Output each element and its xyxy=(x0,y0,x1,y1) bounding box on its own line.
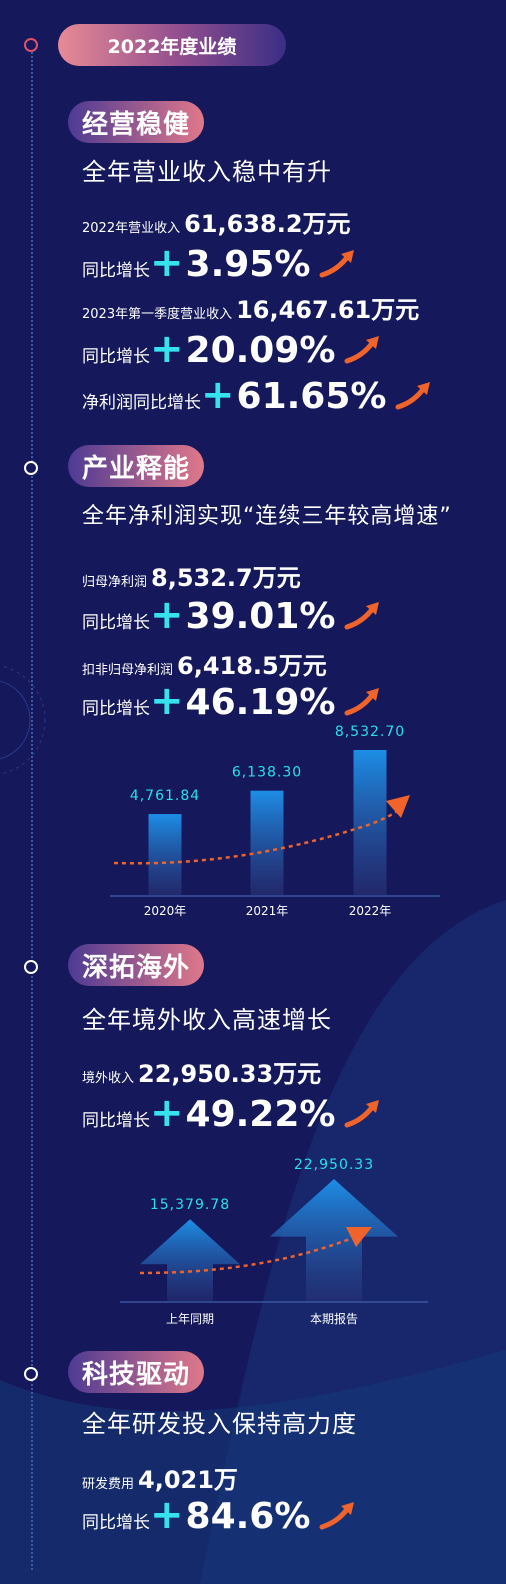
bar xyxy=(250,790,284,895)
net-profit-bar-chart: 4,761.84 2020年 6,138.30 2021年 8,532.70 2022年 xyxy=(110,725,440,918)
net-profit-growth-row: 净利润同比增长 + 61.65% xyxy=(82,372,434,418)
bar-value-label: 4,761.84 xyxy=(130,788,200,804)
growth-arrow-icon xyxy=(344,336,380,364)
page-title: 2022年度业绩 xyxy=(58,24,286,66)
yoy-label: 同比增长 xyxy=(82,1111,150,1131)
timeline-node xyxy=(24,461,38,475)
rd-value: 4,021万 xyxy=(138,1466,238,1494)
bar-value-label: 8,532.70 xyxy=(335,725,405,740)
overseas-value: 22,950.33万元 xyxy=(138,1060,322,1088)
section-title-tech: 科技驱动 xyxy=(68,1351,205,1393)
net-profit-value: 8,532.7万元 xyxy=(151,564,301,592)
plus-sign: + xyxy=(150,1090,184,1136)
overseas-arrow-chart: 15,379.78 上年同期 22,950.33 本期报告 xyxy=(120,1157,428,1326)
yoy-label: 同比增长 xyxy=(82,699,150,719)
section-subtitle: 全年净利润实现“连续三年较高增速” xyxy=(82,504,452,529)
section-subtitle: 全年研发投入保持高力度 xyxy=(82,1410,357,1438)
growth-value: 84.6% xyxy=(185,1496,311,1537)
section-subtitle: 全年营业收入稳中有升 xyxy=(82,158,332,186)
yoy-label: 同比增长 xyxy=(82,347,150,367)
plus-sign: + xyxy=(201,372,235,418)
x-tick-label: 2022年 xyxy=(349,904,392,918)
x-tick-label: 2020年 xyxy=(144,904,187,918)
bar-value-label: 22,950.33 xyxy=(294,1157,374,1173)
growth-arrow-icon xyxy=(344,1100,380,1128)
overseas-growth-row: 同比增长 + 49.22% xyxy=(82,1090,383,1136)
np-growth-label: 净利润同比增长 xyxy=(82,393,201,413)
timeline-node xyxy=(24,38,38,52)
adj-profit-value: 6,418.5万元 xyxy=(177,652,327,680)
net-profit-growth-row: 同比增长 + 39.01% xyxy=(82,592,383,638)
overseas-label: 境外收入 xyxy=(82,1071,135,1086)
growth-value: 61.65% xyxy=(236,376,387,417)
yoy-label: 同比增长 xyxy=(82,261,150,281)
revenue-row: 2022年营业收入 61,638.2万元 xyxy=(82,204,351,239)
yoy-label: 同比增长 xyxy=(82,1513,150,1533)
q1-growth-row: 同比增长 + 20.09% xyxy=(82,326,383,372)
growth-arrow-icon xyxy=(319,250,355,278)
adj-profit-label: 扣非归母净利润 xyxy=(82,663,174,678)
section-title-stable: 经营稳健 xyxy=(68,101,205,143)
revenue-growth-row: 同比增长 + 3.95% xyxy=(82,240,358,286)
rd-growth-row: 同比增长 + 84.6% xyxy=(82,1492,358,1538)
plus-sign: + xyxy=(150,678,184,724)
overseas-revenue-row: 境外收入 22,950.33万元 xyxy=(82,1054,321,1089)
timeline-node xyxy=(24,960,38,974)
trend-arrow-head xyxy=(386,795,410,818)
section-subtitle: 全年境外收入高速增长 xyxy=(82,1006,332,1034)
adj-profit-growth-row: 同比增长 + 46.19% xyxy=(82,678,383,724)
growth-value: 39.01% xyxy=(185,596,336,637)
bar xyxy=(353,750,387,895)
trend-arrow-head xyxy=(346,1227,372,1247)
plus-sign: + xyxy=(150,592,184,638)
bar-value-label: 15,379.78 xyxy=(150,1197,230,1213)
arrow-bar xyxy=(270,1179,398,1301)
growth-arrow-icon xyxy=(395,382,431,410)
section-title-overseas: 深拓海外 xyxy=(68,944,205,986)
rd-expense-row: 研发费用 4,021万 xyxy=(82,1460,238,1495)
x-tick-label: 上年同期 xyxy=(166,1312,214,1326)
growth-arrow-icon xyxy=(344,688,380,716)
growth-value: 49.22% xyxy=(185,1094,336,1135)
bar-value-label: 6,138.30 xyxy=(232,765,302,781)
adj-profit-row: 扣非归母净利润 6,418.5万元 xyxy=(82,646,327,681)
growth-arrow-icon xyxy=(319,1502,355,1530)
plus-sign: + xyxy=(150,240,184,286)
q1-value: 16,467.61万元 xyxy=(236,296,420,324)
trend-curve xyxy=(139,1237,351,1275)
x-tick-label: 本期报告 xyxy=(310,1311,358,1326)
yoy-label: 同比增长 xyxy=(82,613,150,633)
section-title-industry: 产业释能 xyxy=(68,445,205,487)
q1-revenue-row: 2023年第一季度营业收入 16,467.61万元 xyxy=(82,290,419,325)
plus-sign: + xyxy=(150,326,184,372)
net-profit-row: 归母净利润 8,532.7万元 xyxy=(82,558,301,593)
net-profit-label: 归母净利润 xyxy=(82,575,148,590)
q1-label: 2023年第一季度营业收入 xyxy=(82,307,233,322)
timeline-line xyxy=(31,40,33,1570)
timeline-node xyxy=(24,1367,38,1381)
revenue-label: 2022年营业收入 xyxy=(82,221,181,236)
growth-arrow-icon xyxy=(344,602,380,630)
x-tick-label: 2021年 xyxy=(246,904,289,918)
bar xyxy=(148,814,182,895)
revenue-value: 61,638.2万元 xyxy=(184,210,351,238)
rd-label: 研发费用 xyxy=(82,1477,135,1492)
arrow-bar xyxy=(140,1219,240,1301)
plus-sign: + xyxy=(150,1492,184,1538)
growth-value: 46.19% xyxy=(185,682,336,723)
growth-value: 20.09% xyxy=(185,330,336,371)
growth-value: 3.95% xyxy=(185,244,311,285)
